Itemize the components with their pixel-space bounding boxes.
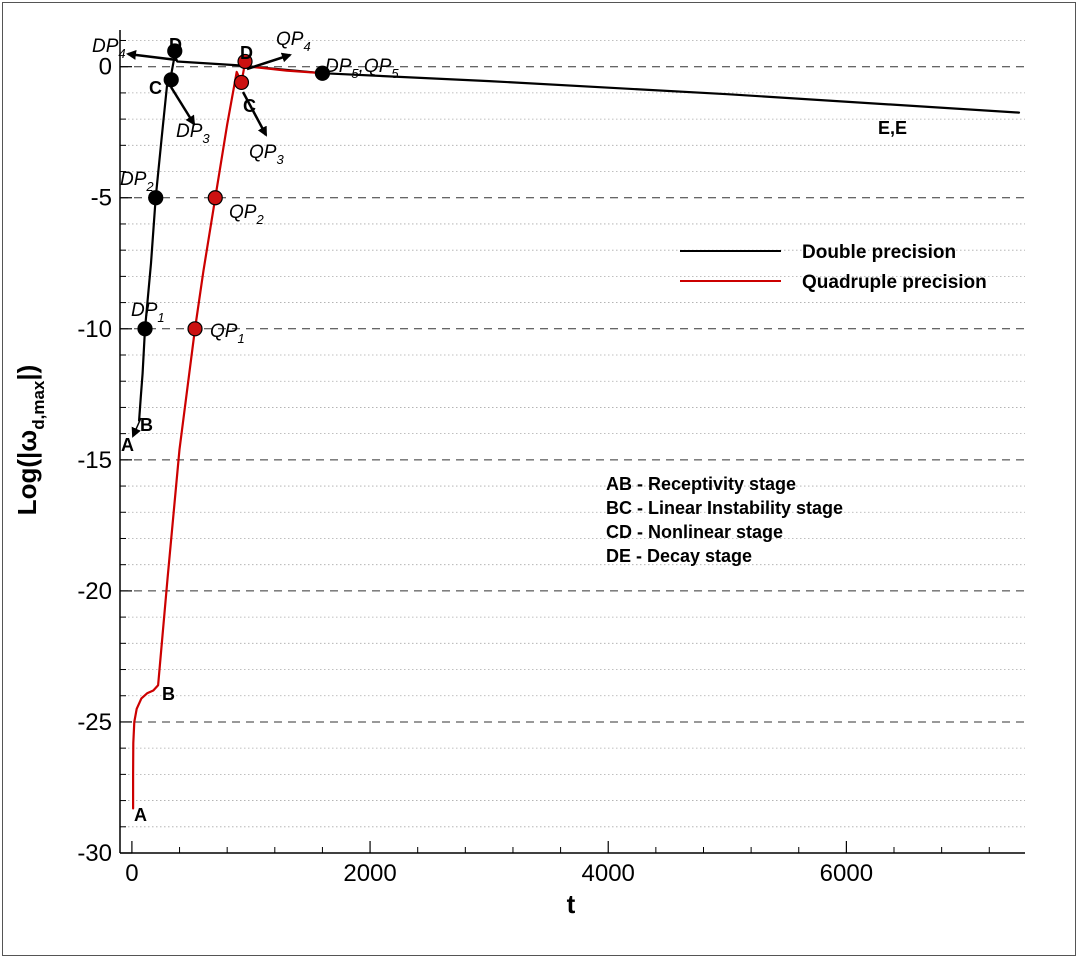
data-markers bbox=[137, 43, 331, 337]
x-axis-title: t bbox=[567, 889, 576, 919]
stage-description: CD - Nonlinear stage bbox=[606, 522, 783, 542]
y-axis-title: Log(|ωd,max|) bbox=[12, 365, 48, 516]
marker-dp1 bbox=[137, 321, 153, 337]
legend: Double precision Quadruple precision bbox=[680, 242, 987, 293]
annotation-arrows bbox=[126, 50, 292, 438]
grid-lines bbox=[120, 40, 1025, 828]
label-qp2: QP2 bbox=[229, 202, 264, 227]
stage-letter-dp-c: C bbox=[149, 78, 162, 98]
marker-dp5 bbox=[314, 65, 331, 81]
label-dp1: DP1 bbox=[131, 300, 165, 325]
y-tick-label: -5 bbox=[91, 185, 112, 212]
arrow-dp4 bbox=[126, 50, 178, 62]
stage-description: BC - Linear Instability stage bbox=[606, 498, 843, 518]
axes bbox=[119, 30, 1025, 854]
arrow-dp3 bbox=[169, 86, 196, 126]
stage-letter-dp-a: A bbox=[121, 435, 134, 455]
y-tick-label: -25 bbox=[77, 709, 112, 736]
marker-qp3 bbox=[233, 74, 250, 91]
marker-dp3 bbox=[163, 72, 179, 88]
label-qp4: QP4 bbox=[276, 29, 311, 54]
marker-dp4 bbox=[167, 43, 183, 59]
legend-label-double: Double precision bbox=[802, 242, 956, 263]
arrow-qp4 bbox=[246, 52, 292, 71]
x-tick-label: 0 bbox=[125, 860, 138, 887]
label-dp5-qp5: DP5,QP5 bbox=[325, 56, 399, 81]
stage-letter-qp-a: A bbox=[134, 805, 147, 825]
label-dp2: DP2 bbox=[120, 169, 154, 194]
arrow-qp3 bbox=[241, 91, 268, 137]
y-tick-label: -30 bbox=[77, 840, 112, 867]
legend-label-quadruple: Quadruple precision bbox=[802, 272, 987, 293]
marker-dp2 bbox=[148, 190, 164, 206]
series-line-double-precision bbox=[138, 53, 1021, 422]
y-tick-label: -20 bbox=[77, 578, 112, 605]
stage-letter-qp-d: D bbox=[240, 43, 253, 63]
label-qp3: QP3 bbox=[249, 142, 284, 167]
arrow-dp-ab bbox=[131, 417, 142, 438]
y-tick-label: 0 bbox=[99, 54, 112, 81]
x-tick-label: 4000 bbox=[582, 860, 635, 887]
stage-letter-dp-b: B bbox=[140, 415, 153, 435]
stage-letter-qp-b: B bbox=[162, 684, 175, 704]
x-tick-label: 2000 bbox=[343, 860, 396, 887]
stage-description: AB - Receptivity stage bbox=[606, 474, 796, 494]
stage-letter-e: E,E bbox=[878, 118, 907, 138]
stage-letter-dp-d: D bbox=[169, 35, 182, 55]
stage-descriptions: AB - Receptivity stage BC - Linear Insta… bbox=[606, 474, 843, 566]
x-tick-label: 6000 bbox=[820, 860, 873, 887]
y-tick-label: -10 bbox=[77, 316, 112, 343]
marker-qp4 bbox=[237, 53, 253, 70]
marker-qp2 bbox=[207, 190, 223, 206]
stage-description: DE - Decay stage bbox=[606, 546, 752, 566]
stage-letter-qp-c: C bbox=[243, 96, 256, 116]
label-dp4: DP4 bbox=[92, 36, 126, 61]
label-dp3: DP3 bbox=[176, 121, 210, 146]
marker-qp1 bbox=[187, 321, 203, 337]
y-tick-label: -15 bbox=[77, 447, 112, 474]
label-qp1: QP1 bbox=[210, 321, 245, 346]
axis-ticks: 0 -5 -10 -15 -20 -25 -30 0 2000 4000 6000 bbox=[77, 39, 990, 887]
